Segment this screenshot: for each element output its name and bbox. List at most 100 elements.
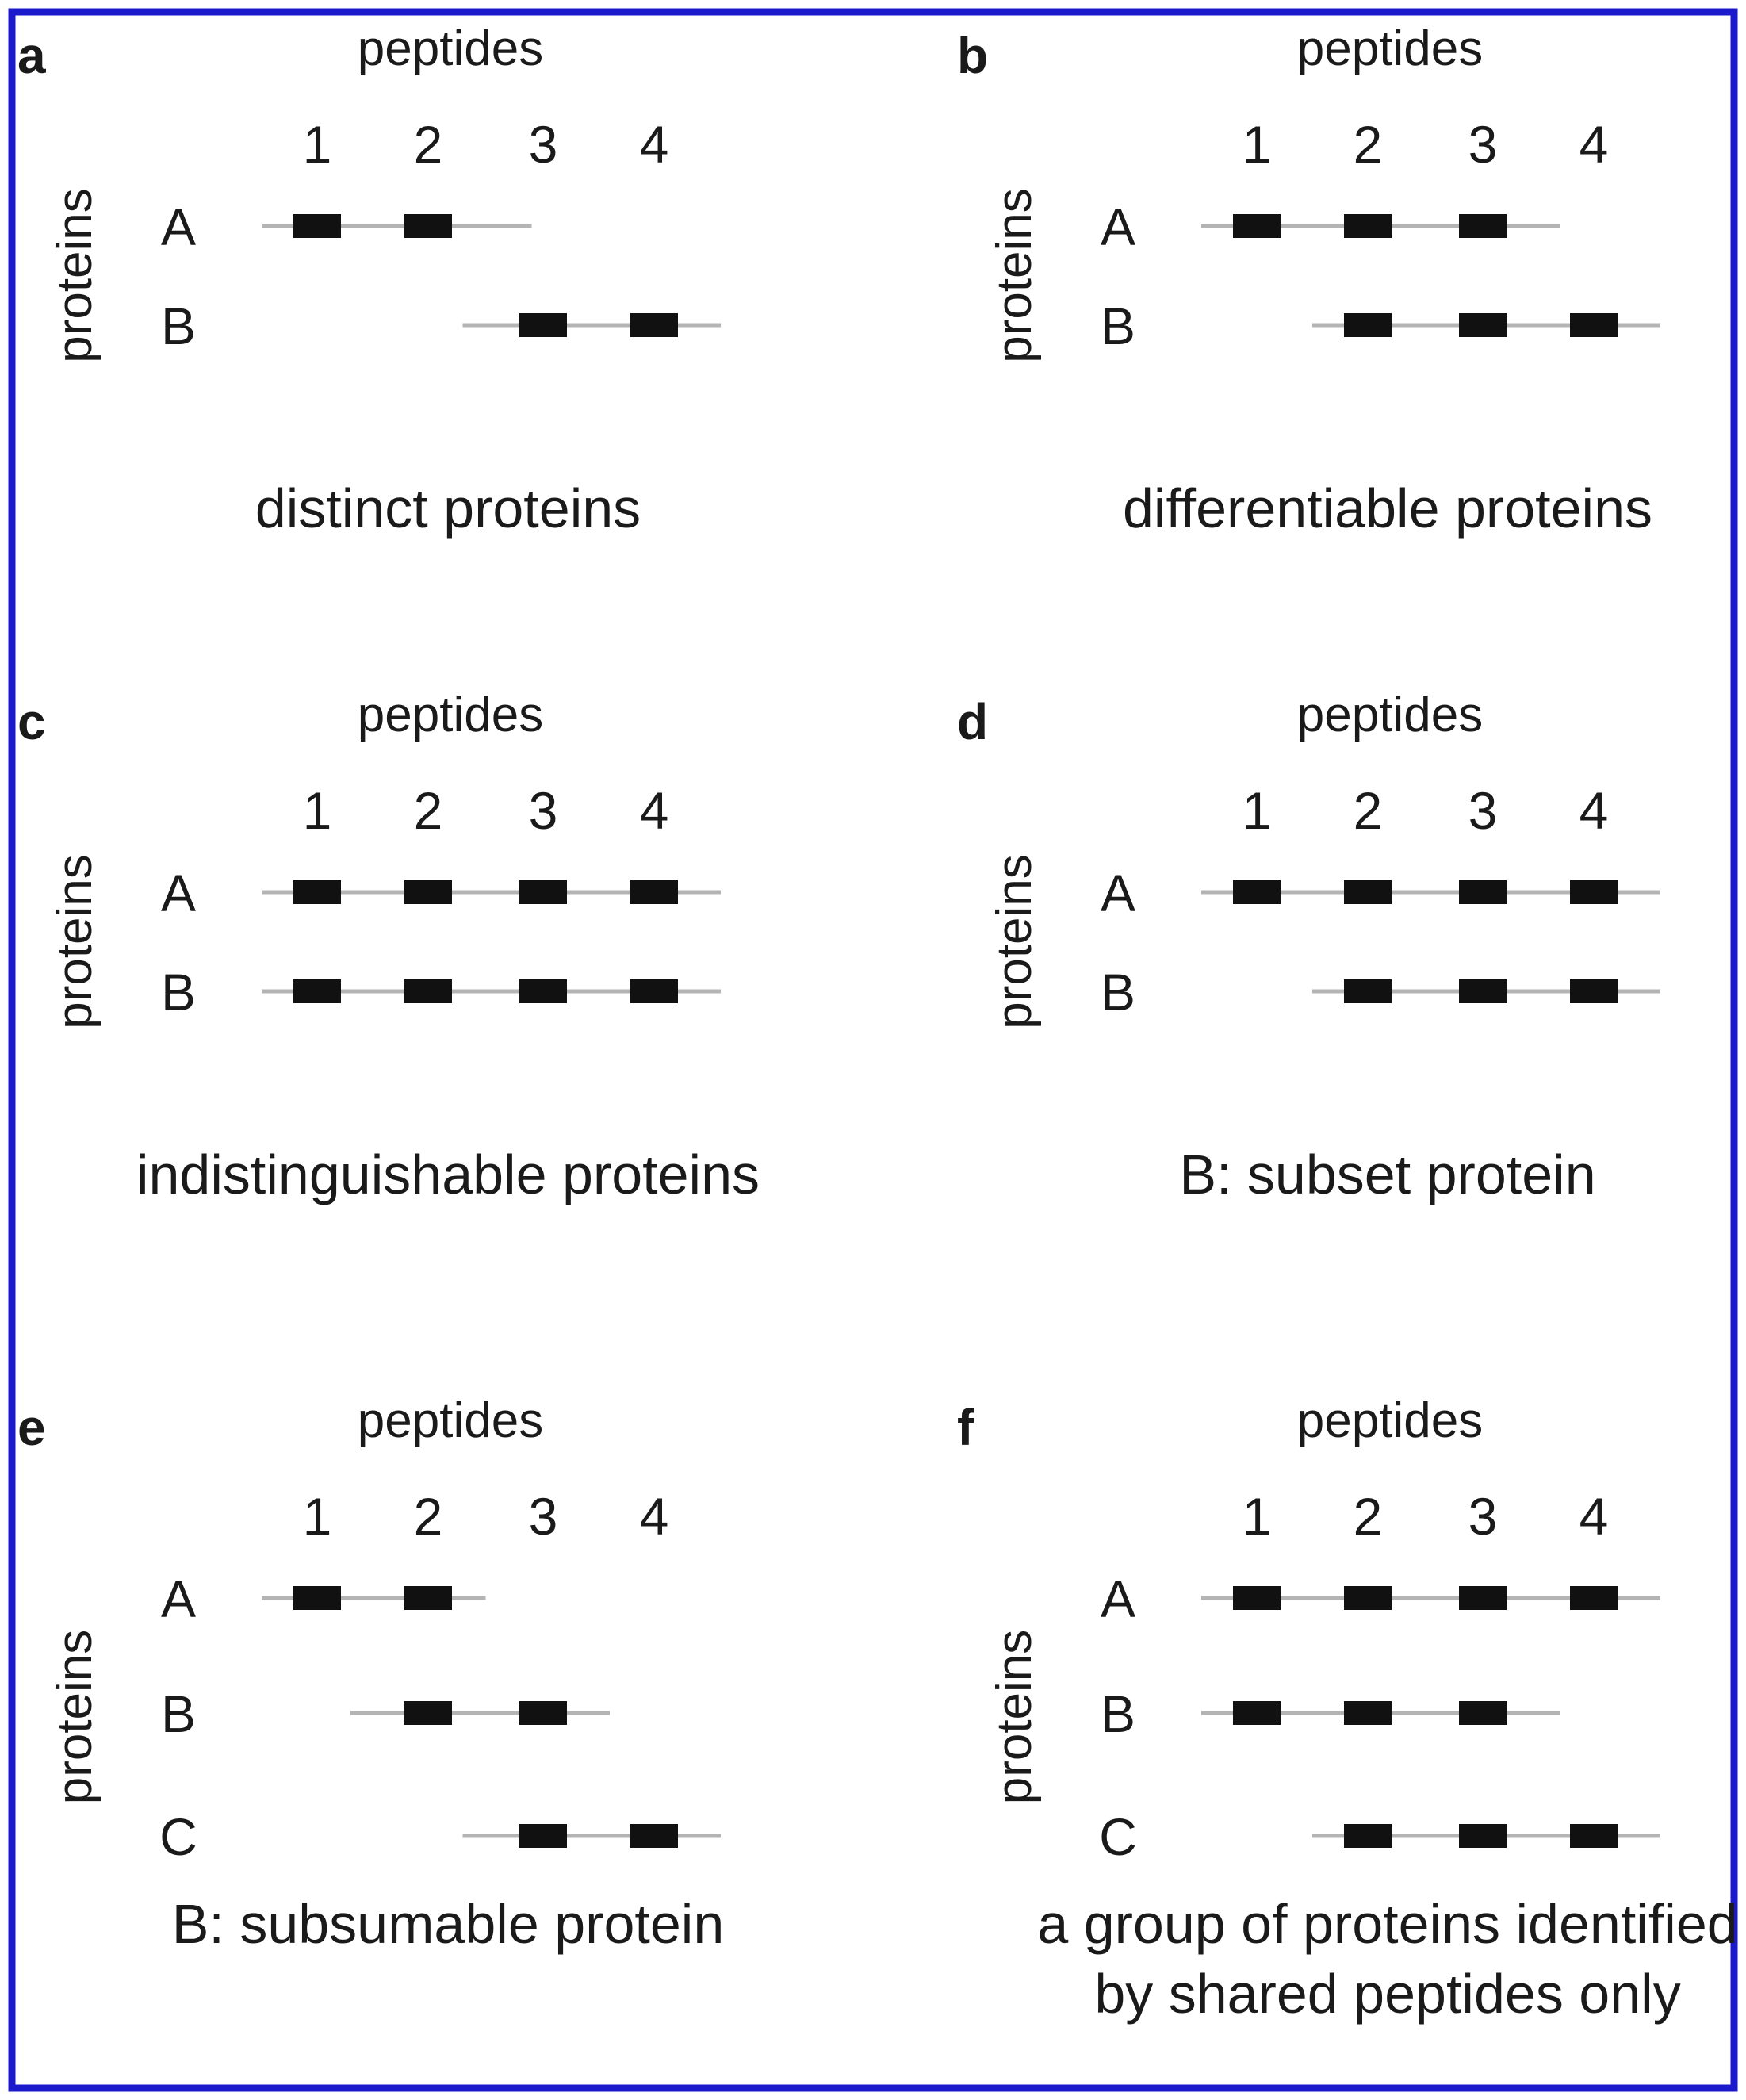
panel-d: d peptides 1 2 3 4 proteins AB B: subset protein — [957, 688, 1660, 1205]
peptide-block-3 — [519, 313, 567, 337]
peptide-number-2: 2 — [414, 781, 443, 840]
peptide-block-4 — [1570, 1824, 1618, 1848]
panel-f: f peptides 1 2 3 4 proteins AB Ca group of prote… — [957, 1393, 1738, 2025]
peptide-block-3 — [1459, 214, 1507, 238]
peptide-block-1 — [1233, 880, 1281, 904]
peptides-header: peptides — [358, 688, 543, 742]
peptide-number-4: 4 — [640, 1487, 669, 1546]
protein-row-A: A — [161, 1569, 486, 1628]
peptide-block-1 — [1233, 1701, 1281, 1725]
peptides-header: peptides — [1297, 688, 1483, 742]
peptide-block-3 — [519, 1824, 567, 1848]
peptide-block-2 — [404, 214, 452, 238]
peptide-number-2: 2 — [414, 115, 443, 174]
peptide-block-1 — [1233, 1586, 1281, 1610]
panel-caption: a group of proteins identified — [1037, 1893, 1737, 1955]
peptide-number-3: 3 — [529, 115, 558, 174]
peptide-block-2 — [1344, 1824, 1392, 1848]
peptide-number-3: 3 — [1468, 1487, 1498, 1546]
peptide-block-3 — [1459, 979, 1507, 1003]
peptide-number-3: 3 — [1468, 115, 1498, 174]
peptide-number-1: 1 — [303, 1487, 332, 1546]
peptide-block-3 — [1459, 1586, 1507, 1610]
peptide-block-3 — [1459, 313, 1507, 337]
protein-label-A: A — [161, 1569, 196, 1628]
protein-label-A: A — [161, 864, 196, 922]
panel-caption: indistinguishable proteins — [136, 1144, 760, 1205]
peptide-number-4: 4 — [1579, 1487, 1609, 1546]
panel-c: c peptides 1 2 3 4 proteins ABindistinguishable… — [17, 688, 760, 1205]
peptide-number-4: 4 — [640, 781, 669, 840]
panel-label: b — [957, 27, 988, 84]
protein-row-A: A — [1101, 1569, 1660, 1628]
panel-label: a — [17, 27, 46, 84]
proteins-axis-label: proteins — [48, 188, 102, 363]
peptide-block-4 — [630, 979, 678, 1003]
peptide-number-4: 4 — [640, 115, 669, 174]
protein-label-A: A — [1101, 1569, 1135, 1628]
peptide-number-2: 2 — [414, 1487, 443, 1546]
peptide-block-4 — [1570, 313, 1618, 337]
proteins-axis-label: proteins — [987, 1630, 1042, 1805]
panel-label: c — [17, 693, 46, 750]
protein-row-B: B — [161, 1684, 610, 1743]
peptide-block-3 — [1459, 1824, 1507, 1848]
protein-label-C: C — [1099, 1807, 1137, 1866]
protein-label-B: B — [1101, 297, 1135, 355]
peptide-number-1: 1 — [303, 781, 332, 840]
peptide-block-3 — [519, 880, 567, 904]
protein-label-A: A — [161, 197, 196, 256]
peptide-block-4 — [630, 313, 678, 337]
peptide-block-3 — [1459, 880, 1507, 904]
peptide-number-1: 1 — [1242, 781, 1272, 840]
peptide-block-1 — [293, 979, 341, 1003]
protein-row-B: B — [161, 297, 721, 355]
peptides-header: peptides — [1297, 1393, 1483, 1448]
peptide-number-3: 3 — [1468, 781, 1498, 840]
peptide-block-4 — [630, 880, 678, 904]
protein-label-B: B — [161, 1684, 196, 1743]
peptide-block-2 — [404, 1586, 452, 1610]
proteins-axis-label: proteins — [48, 1630, 102, 1805]
peptide-block-1 — [1233, 214, 1281, 238]
peptide-block-1 — [293, 1586, 341, 1610]
proteins-axis-label: proteins — [48, 854, 102, 1029]
peptide-block-3 — [519, 979, 567, 1003]
figure-border — [8, 8, 1738, 2092]
protein-label-B: B — [1101, 1684, 1135, 1743]
peptide-block-4 — [1570, 880, 1618, 904]
protein-row-B: B — [161, 963, 721, 1021]
peptide-block-1 — [293, 214, 341, 238]
protein-label-A: A — [1101, 864, 1135, 922]
peptide-block-4 — [1570, 979, 1618, 1003]
peptide-block-2 — [1344, 214, 1392, 238]
peptide-number-3: 3 — [529, 781, 558, 840]
peptide-block-2 — [1344, 313, 1392, 337]
peptide-number-4: 4 — [1579, 781, 1609, 840]
peptide-block-3 — [1459, 1701, 1507, 1725]
peptide-number-1: 1 — [1242, 115, 1272, 174]
panel-label: e — [17, 1399, 46, 1456]
panel-label: f — [957, 1399, 974, 1456]
protein-row-C: C — [159, 1807, 721, 1866]
protein-row-B: B — [1101, 1684, 1560, 1743]
protein-row-A: A — [1101, 864, 1660, 922]
protein-label-B: B — [161, 963, 196, 1021]
peptide-block-2 — [404, 979, 452, 1003]
protein-row-A: A — [1101, 197, 1560, 256]
peptide-block-2 — [404, 1701, 452, 1725]
panel-caption: B: subsumable protein — [172, 1893, 725, 1955]
panel-caption: by shared peptides only — [1094, 1963, 1680, 2025]
peptides-header: peptides — [1297, 21, 1483, 76]
panel-caption: distinct proteins — [255, 477, 641, 539]
panel-caption: B: subset protein — [1179, 1144, 1595, 1205]
peptide-number-3: 3 — [529, 1487, 558, 1546]
peptide-block-4 — [630, 1824, 678, 1848]
protein-row-C: C — [1099, 1807, 1660, 1866]
protein-row-A: A — [161, 864, 721, 922]
peptide-block-2 — [1344, 1701, 1392, 1725]
peptide-block-2 — [1344, 1586, 1392, 1610]
